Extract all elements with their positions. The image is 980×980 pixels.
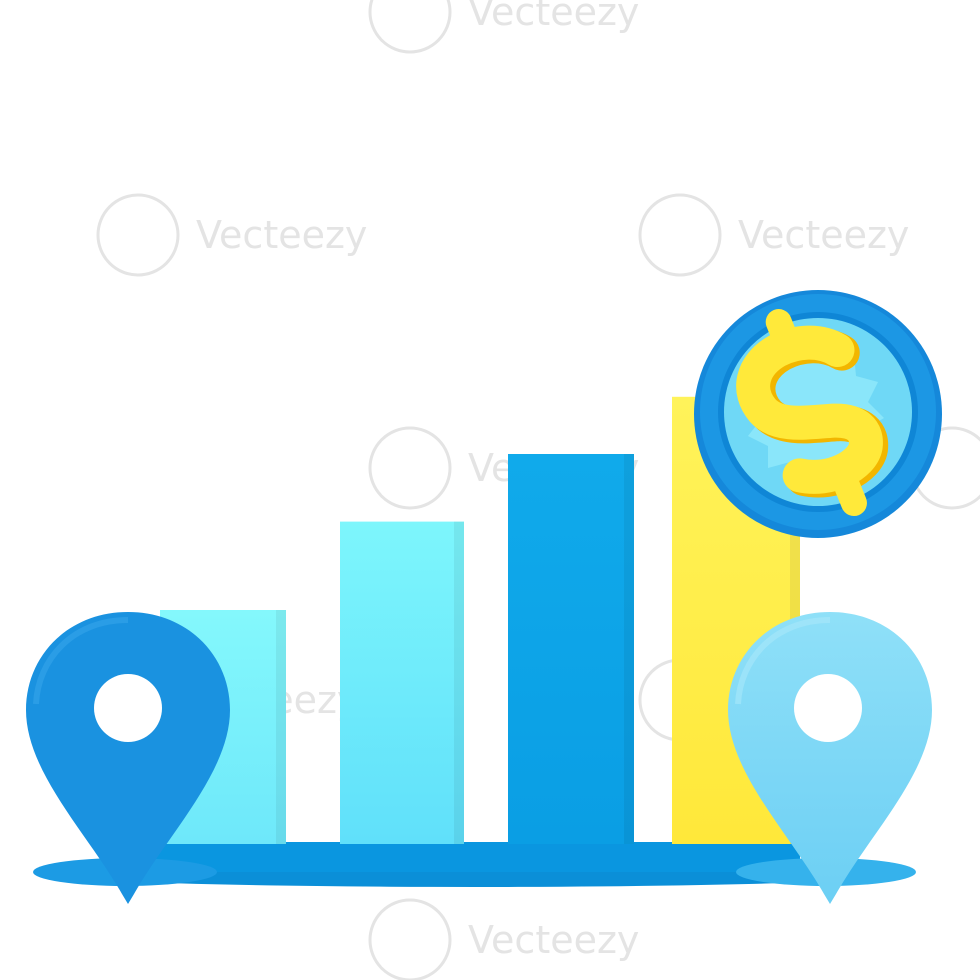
bar-2-shade: [454, 521, 464, 844]
watermark-logo-icon: [368, 0, 452, 54]
watermark-logo-icon: [96, 193, 180, 277]
watermark-text: Vecteezy: [468, 0, 639, 34]
vecteezy-watermark: Vecteezy: [96, 193, 367, 277]
vecteezy-watermark: Vecteezy: [368, 898, 639, 980]
location-pin-icon: [728, 612, 932, 904]
watermark-text: Vecteezy: [196, 213, 367, 257]
location-pin-icon: [26, 612, 230, 904]
watermark-logo-icon: [638, 193, 722, 277]
base-platform: [33, 842, 916, 887]
watermark-text: Vecteezy: [738, 213, 909, 257]
dollar-sign: [736, 309, 889, 517]
vecteezy-watermark: Vecteezy: [368, 0, 639, 54]
watermark-text: Vecteezy: [468, 918, 639, 962]
dollar-coin-icon: [694, 290, 942, 538]
bar-3: [508, 454, 634, 844]
watermark-logo-icon: [368, 898, 452, 980]
vecteezy-watermark: Vecteezy: [638, 193, 909, 277]
bar-1-shade: [276, 610, 286, 844]
bar-3-shade: [624, 454, 634, 844]
watermark-logo-icon: [368, 426, 452, 510]
bar-2: [340, 521, 464, 844]
